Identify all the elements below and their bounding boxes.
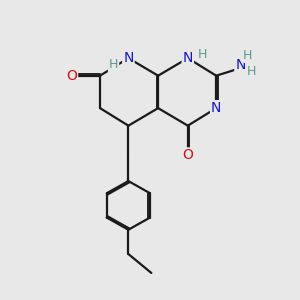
Text: O: O	[66, 69, 77, 83]
Text: H: H	[198, 48, 207, 61]
Text: H: H	[109, 58, 118, 71]
Text: N: N	[183, 51, 193, 65]
Text: H: H	[247, 65, 256, 78]
Text: H: H	[243, 49, 252, 62]
Text: O: O	[182, 148, 193, 162]
Text: N: N	[211, 101, 221, 115]
Text: N: N	[123, 51, 134, 65]
Text: N: N	[235, 58, 246, 72]
